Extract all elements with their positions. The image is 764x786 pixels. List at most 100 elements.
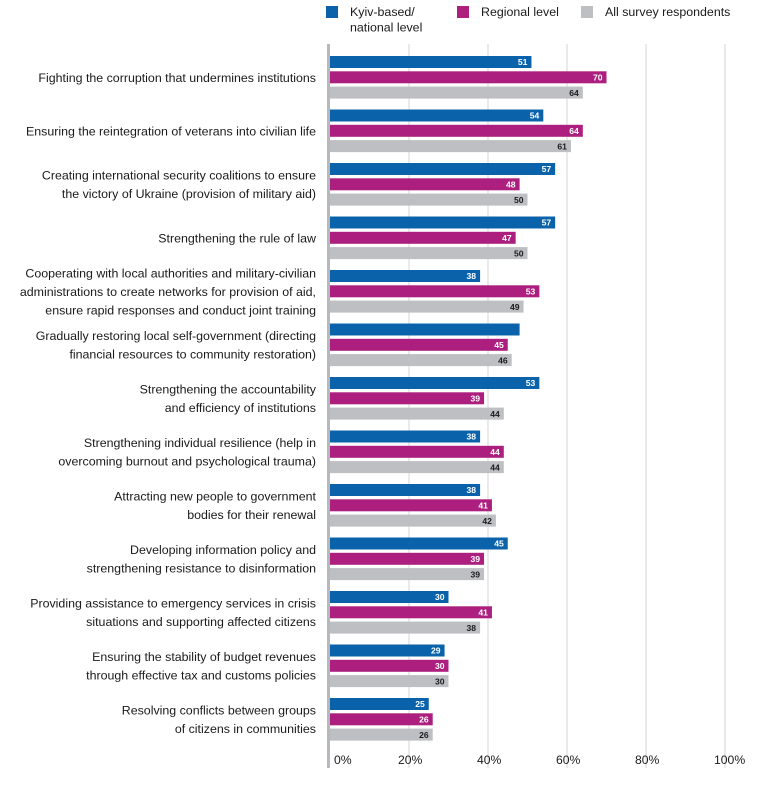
x-tick-label: 100% [714, 753, 745, 767]
category-label: Resolving conflicts between groups [122, 704, 316, 718]
legend-label: national level [350, 21, 422, 35]
bar [330, 484, 481, 496]
bar [330, 300, 524, 313]
legend-label: Regional level [481, 5, 559, 19]
data-label: 39 [470, 569, 480, 579]
bar [330, 163, 556, 175]
bars: 5170645464615748505747503853494546533944… [330, 56, 607, 741]
data-label: 26 [419, 715, 429, 725]
data-label: 38 [467, 623, 477, 633]
x-tick-label: 20% [398, 753, 423, 767]
data-label: 57 [542, 164, 552, 174]
gridlines [408, 44, 726, 768]
data-label: 30 [435, 661, 445, 671]
category-labels: Fighting the corruption that undermines … [20, 71, 317, 736]
data-label: 49 [510, 302, 520, 312]
category-label: Developing information policy and [130, 543, 316, 557]
bar [330, 606, 492, 619]
bar [330, 659, 449, 672]
bar [330, 445, 504, 458]
axis-baseline [327, 44, 330, 768]
data-label: 39 [470, 554, 480, 564]
data-label: 41 [478, 608, 488, 618]
bar [330, 377, 540, 389]
data-label: 29 [431, 646, 441, 656]
bar [330, 86, 583, 99]
legend-swatch [457, 6, 469, 18]
category-label: through effective tax and customs polici… [86, 669, 316, 683]
data-label: 38 [467, 485, 477, 495]
bar [330, 621, 481, 634]
data-label: 51 [518, 57, 528, 67]
data-label: 50 [514, 248, 524, 258]
bar [330, 675, 449, 688]
category-label: administrations to create networks for p… [20, 285, 316, 299]
category-label: Ensuring the reintegration of veterans i… [26, 124, 316, 138]
bar [330, 285, 540, 298]
x-axis: 0% 20% 40% 60% 80% 100% [327, 44, 745, 768]
bar [330, 71, 607, 84]
data-label: 30 [435, 676, 445, 686]
bar [330, 728, 433, 741]
category-label: of citizens in communities [175, 722, 316, 736]
x-tick-label: 40% [477, 753, 502, 767]
legend: Kyiv-based/national level Regional level A… [326, 5, 730, 35]
category-label: Creating international security coalitio… [42, 169, 316, 183]
data-label: 54 [530, 111, 540, 121]
data-label: 44 [490, 447, 500, 457]
category-label: Strengthening the rule of law [158, 231, 316, 245]
data-label: 38 [467, 271, 477, 281]
data-label: 38 [467, 432, 477, 442]
bar [330, 537, 508, 550]
bar [330, 568, 485, 581]
data-label: 45 [494, 340, 504, 350]
data-label: 46 [498, 355, 508, 365]
bar [330, 430, 481, 443]
bar [330, 270, 481, 282]
bar [330, 216, 556, 229]
data-label: 48 [506, 180, 516, 190]
bar [330, 698, 429, 710]
data-label: 42 [482, 516, 492, 526]
category-label: and efficiency of institutions [165, 401, 316, 415]
bar [330, 499, 492, 512]
data-label: 41 [478, 501, 488, 511]
data-label: 39 [470, 394, 480, 404]
data-label: 44 [490, 462, 500, 472]
bar [330, 56, 532, 68]
category-label: strengthening resistance to disinformati… [87, 562, 316, 576]
bar [330, 124, 583, 137]
category-label: Strengthening individual resilience (hel… [84, 436, 316, 450]
data-label: 64 [569, 126, 579, 136]
bar [330, 407, 504, 420]
bar [330, 231, 516, 244]
category-label: ensure rapid responses and conduct joint… [45, 303, 316, 317]
legend-swatch [581, 6, 593, 18]
category-label: Fighting the corruption that undermines … [38, 71, 316, 85]
bar [330, 193, 528, 206]
bar [330, 644, 445, 657]
bar [330, 552, 485, 565]
bar [330, 338, 508, 351]
bar [330, 140, 571, 153]
data-label: 70 [593, 73, 603, 83]
x-tick-label: 60% [556, 753, 581, 767]
data-label: 53 [526, 378, 536, 388]
x-tick-label: 0% [334, 753, 352, 767]
category-label: Cooperating with local authorities and m… [25, 266, 316, 280]
category-label: Attracting new people to government [114, 490, 316, 504]
data-label: 53 [526, 287, 536, 297]
data-label: 64 [569, 88, 579, 98]
bar [330, 392, 485, 405]
legend-label: All survey respondents [605, 5, 730, 19]
bar [330, 461, 504, 474]
x-tick-label: 80% [635, 753, 660, 767]
category-label: Strengthening the accountability [140, 383, 317, 397]
data-label: 44 [490, 409, 500, 419]
legend-label: Kyiv-based/ [350, 5, 415, 19]
data-label: 47 [502, 233, 512, 243]
data-label: 45 [494, 539, 504, 549]
bar [330, 591, 449, 603]
data-label: 50 [514, 195, 524, 205]
